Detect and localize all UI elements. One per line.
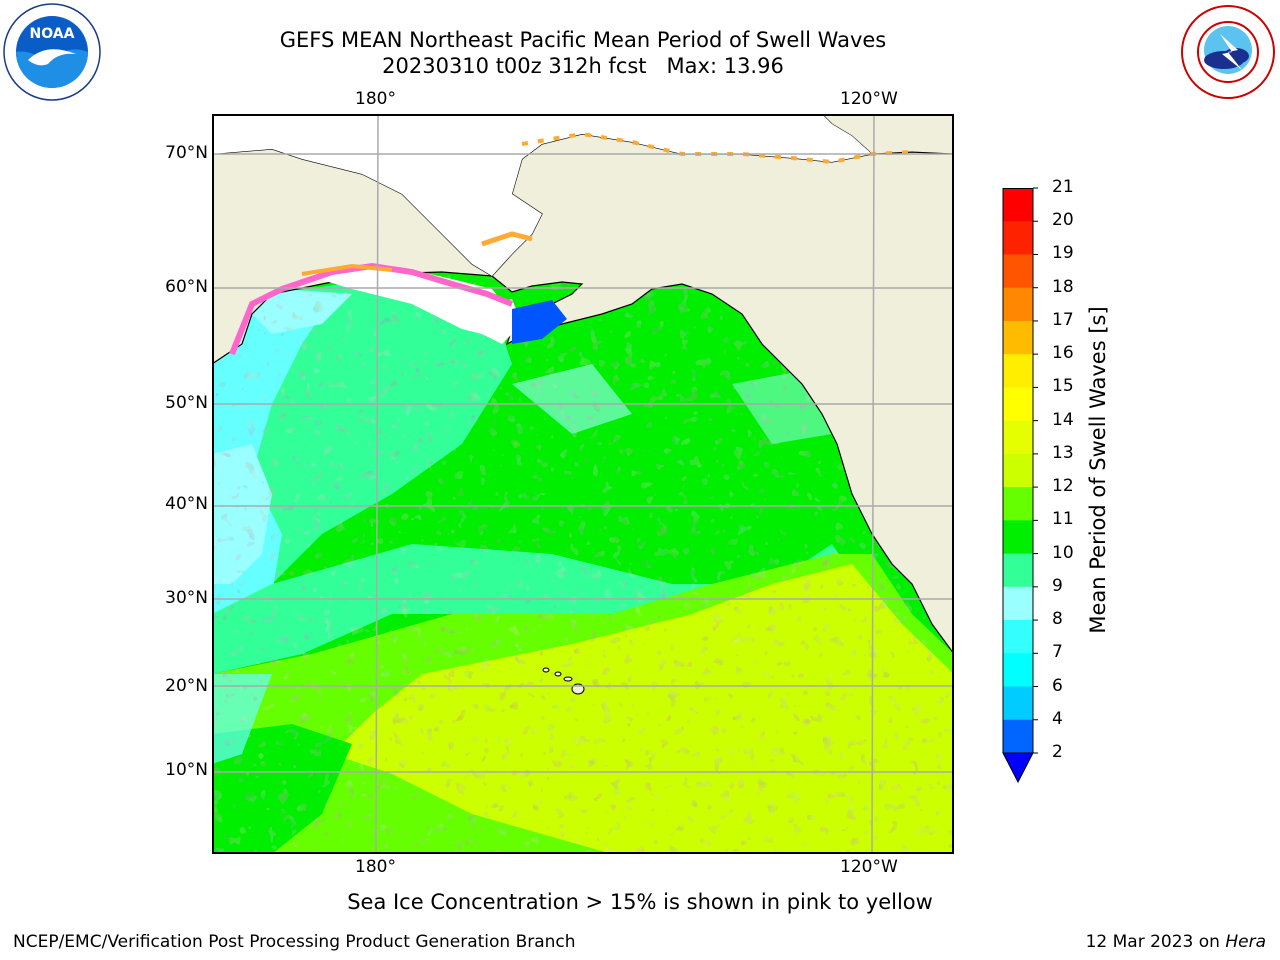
footer-credit: NCEP/EMC/Verification Post Processing Pr… <box>13 932 576 952</box>
colorbar-tick-label: 15 <box>1052 376 1074 397</box>
sea-ice-note: Sea Ice Concentration > 15% is shown in … <box>347 890 933 914</box>
colorbar-frame <box>1002 188 1034 754</box>
nws-logo <box>1180 4 1276 100</box>
noaa-logo-text: NOAA <box>30 26 75 42</box>
lat-label: 40°N <box>165 494 208 514</box>
colorbar-tick-label: 19 <box>1052 243 1074 264</box>
lon-label-bottom: 180° <box>355 857 396 877</box>
ice-edge-orange <box>301 263 393 276</box>
lat-label: 60°N <box>165 277 208 297</box>
ice-coast-arctic <box>521 131 913 165</box>
colorbar-tick-label: 8 <box>1052 609 1063 630</box>
lat-label: 30°N <box>165 588 208 608</box>
colorbar-box <box>1003 188 1033 222</box>
colorbar-tick-label: 9 <box>1052 575 1063 596</box>
colorbar-box <box>1003 686 1033 721</box>
max-value: Max: 13.96 <box>666 54 784 78</box>
lon-label-top: 120°W <box>840 89 898 109</box>
colorbar-box <box>1003 453 1033 488</box>
colorbar-box <box>1003 287 1033 322</box>
lat-label: 20°N <box>165 676 208 696</box>
ice-norton <box>481 231 533 247</box>
colorbar-title: Mean Period of Swell Waves [s] <box>1086 306 1110 634</box>
graticule <box>212 114 952 852</box>
colorbar-box <box>1003 420 1033 455</box>
colorbar-tick-label: 11 <box>1052 509 1074 530</box>
colorbar-box <box>1003 387 1033 422</box>
colorbar-tick-label: 21 <box>1052 177 1074 197</box>
colorbar-box <box>1003 719 1033 754</box>
colorbar-box <box>1003 354 1033 388</box>
chart-subtitle: 20230310 t00z 312h fcst Max: 13.96 <box>0 53 1166 79</box>
colorbar-tick-label: 2 <box>1052 742 1063 762</box>
noaa-logo: NOAA <box>2 2 102 102</box>
colorbar-box <box>1003 254 1033 289</box>
lat-label: 70°N <box>165 143 208 163</box>
colorbar-tick-label: 14 <box>1052 409 1074 430</box>
colorbar-tick-label: 7 <box>1052 642 1063 663</box>
colorbar-box <box>1003 320 1033 355</box>
swell-period-map <box>212 114 954 854</box>
colorbar-tick-label: 16 <box>1052 343 1074 364</box>
colorbar-tick-label: 20 <box>1052 210 1074 231</box>
colorbar-box <box>1003 221 1033 255</box>
lon-label-bottom: 120°W <box>840 857 898 877</box>
blue-spot <box>512 300 567 344</box>
chart-title: GEFS MEAN Northeast Pacific Mean Period … <box>279 28 887 52</box>
colorbar-box <box>1003 653 1033 688</box>
colorbar-box <box>1003 620 1033 654</box>
lon-label-top: 180° <box>355 89 396 109</box>
colorbar-tick-label: 13 <box>1052 442 1074 463</box>
footer-date: 12 Mar 2023 on Hera <box>1086 932 1266 952</box>
colorbar-extend-triangle <box>1002 752 1034 784</box>
colorbar-tick-label: 10 <box>1052 542 1074 563</box>
colorbar-tick-label: 17 <box>1052 309 1074 330</box>
footer-date-text: 12 Mar 2023 on <box>1085 932 1220 952</box>
colorbar-box <box>1003 586 1033 621</box>
map-border <box>212 114 954 854</box>
colorbar-box <box>1003 487 1033 521</box>
footer-machine: Hera <box>1225 932 1266 952</box>
run-info: 20230310 t00z 312h fcst <box>382 54 647 78</box>
colorbar-tick-label: 12 <box>1052 476 1074 497</box>
colorbar-box <box>1003 553 1033 588</box>
colorbar-tick-label: 4 <box>1052 708 1063 729</box>
colorbar <box>1002 187 1038 784</box>
colorbar-tick-label: 18 <box>1052 276 1074 297</box>
bristol-bay <box>442 299 522 344</box>
colorbar-tick-label: 6 <box>1052 675 1063 696</box>
lat-label: 10°N <box>165 760 208 780</box>
lat-label: 50°N <box>165 393 208 413</box>
colorbar-box <box>1003 520 1033 555</box>
